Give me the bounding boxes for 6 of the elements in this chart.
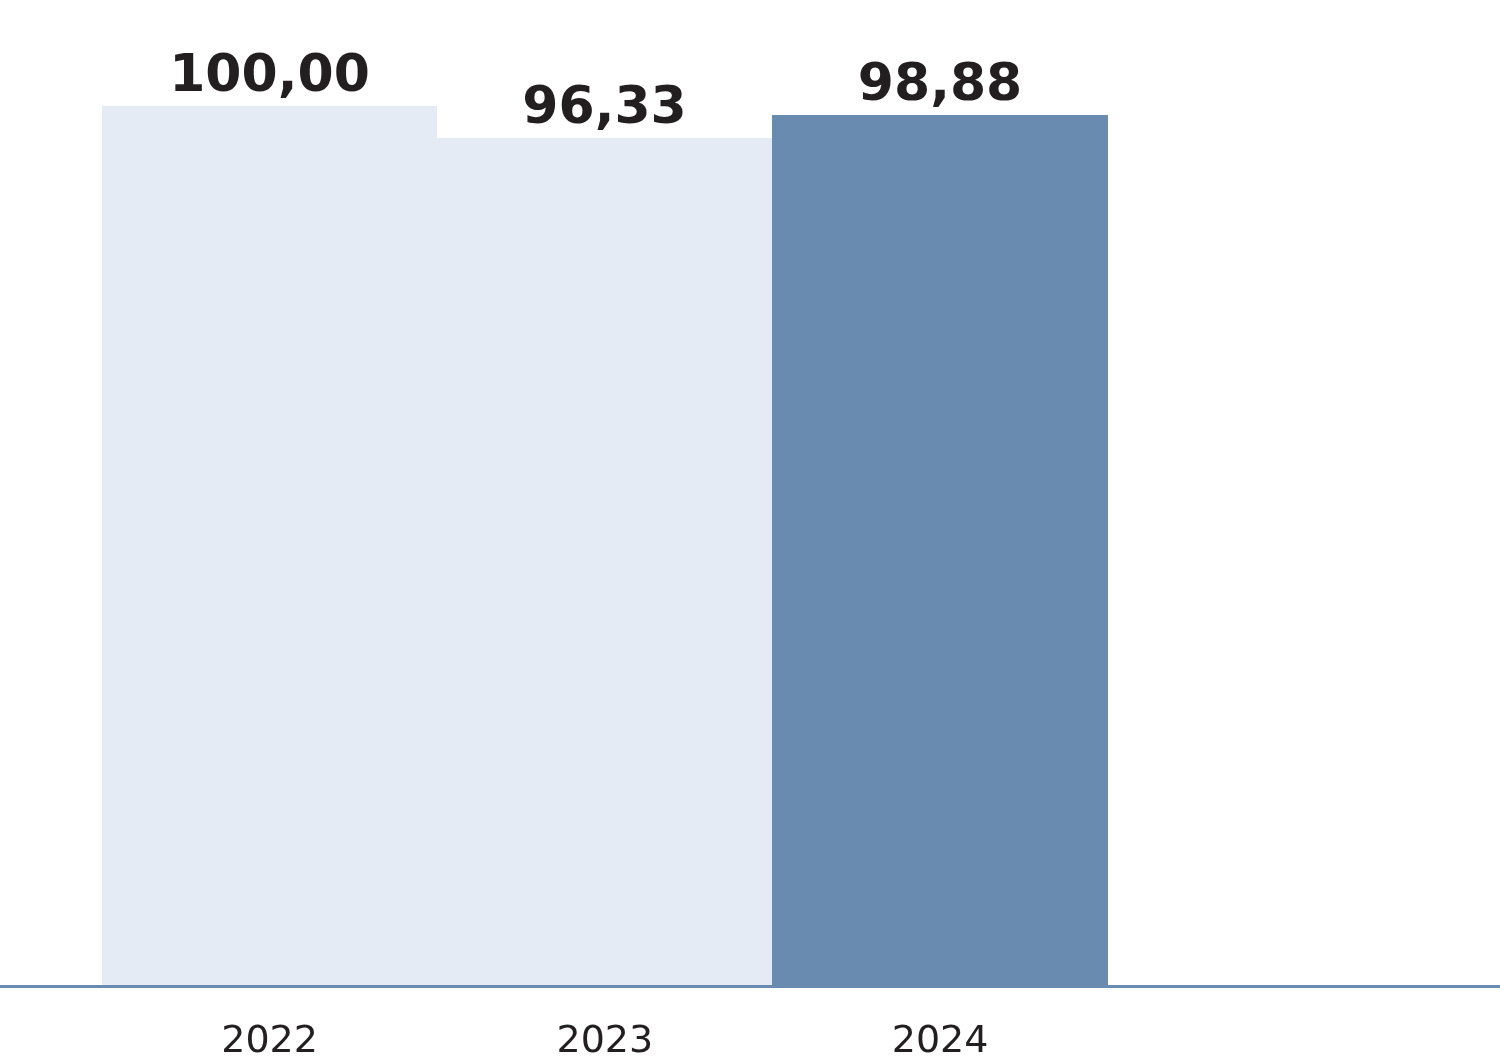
x-tick-label: 2022 xyxy=(221,1016,318,1057)
x-tick-label: 2023 xyxy=(556,1016,654,1057)
data-label: 100,00 xyxy=(169,43,370,103)
data-label: 96,33 xyxy=(522,75,687,135)
data-label: 98,88 xyxy=(857,52,1023,112)
x-tick-label: 2024 xyxy=(891,1016,989,1057)
